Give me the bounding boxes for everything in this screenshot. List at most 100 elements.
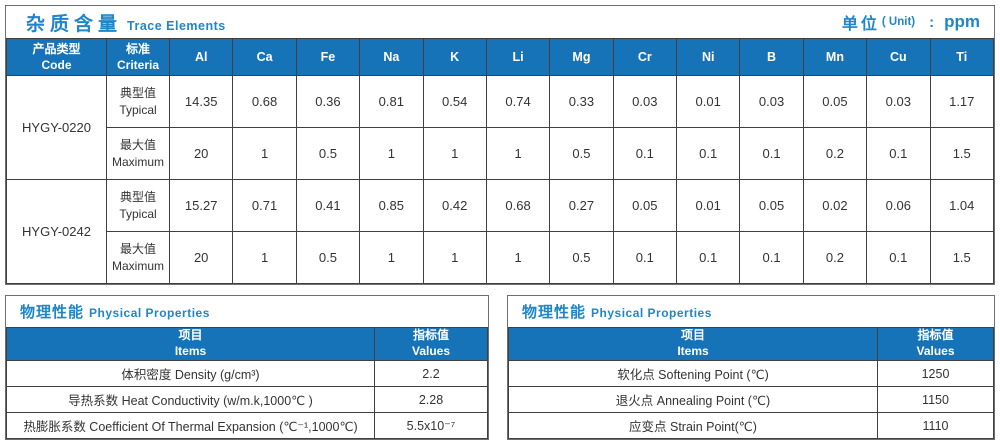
trace-value-cell: 0.03 [739, 75, 804, 128]
unit-colon: : [929, 13, 935, 31]
trace-value-cell: 0.03 [612, 75, 678, 128]
unit-en: ( Unit) [881, 16, 916, 28]
property-item-cell: 热膨胀系数 Coefficient Of Thermal Expansion (… [6, 412, 375, 439]
property-value-cell: 5.5x10⁻⁷ [374, 412, 488, 439]
trace-value-cell: 1.5 [929, 127, 994, 180]
trace-value-cell: 0.5 [549, 127, 614, 180]
physical-properties-table: 项目 Items 指标值 Values 软化点 Softening Point … [508, 327, 994, 439]
trace-value-cell: 0.05 [802, 75, 868, 128]
trace-value-cell: 0.42 [422, 179, 487, 232]
property-item-cell: 退火点 Annealing Point (℃) [508, 386, 878, 413]
column-header-code-en: Code [41, 58, 72, 72]
trace-value-cell: 0.05 [739, 179, 804, 232]
column-header-items: 项目 Items [508, 327, 878, 361]
trace-value-cell: 1 [422, 127, 487, 180]
panel-title: 物理性能 Physical Properties [522, 301, 712, 322]
criteria-typical-en: Typical [119, 206, 157, 221]
column-header-element: B [739, 38, 804, 76]
property-value-cell: 1150 [877, 386, 994, 413]
trace-value-cell: 0.1 [739, 127, 804, 180]
column-header-values: 指标值 Values [877, 327, 994, 361]
column-header-element: Ca [232, 38, 297, 76]
column-header-items-en: Items [174, 344, 207, 358]
property-value-cell: 2.2 [374, 360, 488, 387]
panel-title: 杂质含量 Trace Elements [26, 9, 226, 36]
trace-value-cell: 0.1 [866, 231, 931, 284]
column-header-element: Mg [549, 38, 614, 76]
trace-elements-title-bar: 杂质含量 Trace Elements 单位 ( Unit) : ppm [6, 6, 994, 38]
unit-zh: 单位 [841, 16, 880, 33]
criteria-max-en: Maximum [111, 258, 164, 273]
trace-value-cell: 0.2 [802, 127, 868, 180]
property-item-cell: 软化点 Softening Point (℃) [508, 360, 878, 387]
trace-value-cell: 0.54 [422, 75, 487, 128]
column-header-element: Mn [802, 38, 868, 76]
trace-value-cell: 0.68 [485, 179, 551, 232]
unit-label: 单位 ( Unit) : ppm [842, 10, 980, 34]
trace-value-cell: 0.1 [612, 231, 678, 284]
column-header-values-zh: 指标值 [412, 328, 449, 343]
trace-value-cell: 15.27 [168, 179, 234, 232]
trace-value-cell: 0.36 [295, 75, 361, 128]
criteria-typical-zh: 典型值 [119, 190, 156, 205]
criteria-cell-typical: 典型值 Typical [106, 75, 170, 128]
panel-title-zh: 物理性能 [20, 304, 85, 321]
property-value-cell: 1250 [877, 360, 994, 387]
physical-header-row: 项目 Items 指标值 Values [6, 327, 488, 361]
trace-value-cell: 1 [232, 231, 297, 284]
table-row: HYGY-0220 典型值 Typical 14.35 0.68 0.36 0.… [6, 75, 994, 180]
table-row: 热膨胀系数 Coefficient Of Thermal Expansion (… [6, 412, 488, 439]
trace-value-cell: 1 [359, 127, 424, 180]
column-header-criteria-en: Criteria [116, 58, 160, 72]
column-header-items-zh: 项目 [680, 328, 705, 343]
trace-value-cell: 0.03 [866, 75, 931, 128]
table-row: HYGY-0242 典型值 Typical 15.27 0.71 0.41 0.… [6, 179, 994, 284]
trace-header-row: 产品类型 Code 标准 Criteria Al Ca Fe Na K Li M… [6, 38, 994, 76]
trace-value-cell: 0.01 [675, 179, 741, 232]
table-row: 导热系数 Heat Conductivity (w/m.k,1000℃ ) 2.… [6, 386, 488, 413]
trace-value-cell: 1.17 [929, 75, 994, 128]
trace-value-cell: 1 [485, 127, 551, 180]
trace-value-cell: 0.5 [549, 231, 614, 284]
product-code-cell: HYGY-0242 [6, 179, 107, 284]
trace-value-cell: 1.04 [929, 179, 994, 232]
trace-value-cell: 20 [168, 127, 234, 180]
property-item-cell: 导热系数 Heat Conductivity (w/m.k,1000℃ ) [6, 386, 375, 413]
column-header-element: K [422, 38, 487, 76]
criteria-cell-maximum: 最大值 Maximum [106, 231, 170, 284]
physical-header-row: 项目 Items 指标值 Values [508, 327, 994, 361]
property-value-cell: 1110 [877, 412, 994, 439]
product-code-cell: HYGY-0220 [6, 75, 107, 180]
criteria-max-zh: 最大值 [119, 138, 156, 153]
panel-title-en: Physical Properties [591, 306, 712, 320]
property-item-cell: 应变点 Strain Point(℃) [508, 412, 878, 439]
column-header-values-en: Values [411, 344, 451, 358]
physical-properties-title-bar: 物理性能 Physical Properties [508, 296, 994, 327]
panel-title: 物理性能 Physical Properties [20, 301, 210, 322]
trace-value-cell: 20 [168, 231, 234, 284]
trace-elements-table: 产品类型 Code 标准 Criteria Al Ca Fe Na K Li M… [6, 38, 994, 284]
trace-value-cell: 0.68 [232, 75, 297, 128]
trace-value-cell: 1.5 [929, 231, 994, 284]
trace-value-cell: 0.1 [675, 231, 741, 284]
trace-value-cell: 0.05 [612, 179, 678, 232]
trace-value-cell: 0.5 [295, 231, 361, 284]
trace-value-cell: 0.85 [359, 179, 424, 232]
trace-value-cell: 0.01 [675, 75, 741, 128]
column-header-element: Cu [866, 38, 931, 76]
trace-value-cell: 0.1 [612, 127, 678, 180]
criteria-max-zh: 最大值 [119, 242, 156, 257]
column-header-items-zh: 项目 [178, 328, 203, 343]
trace-value-cell: 0.74 [485, 75, 551, 128]
column-header-element: Al [168, 38, 234, 76]
trace-value-cell: 0.5 [295, 127, 361, 180]
trace-value-cell: 0.71 [232, 179, 297, 232]
trace-value-cell: 0.1 [675, 127, 741, 180]
trace-value-cell: 0.02 [802, 179, 868, 232]
trace-value-cell: 1 [485, 231, 551, 284]
criteria-max-en: Maximum [111, 154, 164, 169]
physical-properties-panel-right: 物理性能 Physical Properties 项目 Items 指标值 Val… [507, 295, 995, 440]
column-header-element: Cr [612, 38, 678, 76]
trace-value-cell: 1 [359, 231, 424, 284]
column-header-element: Fe [295, 38, 361, 76]
